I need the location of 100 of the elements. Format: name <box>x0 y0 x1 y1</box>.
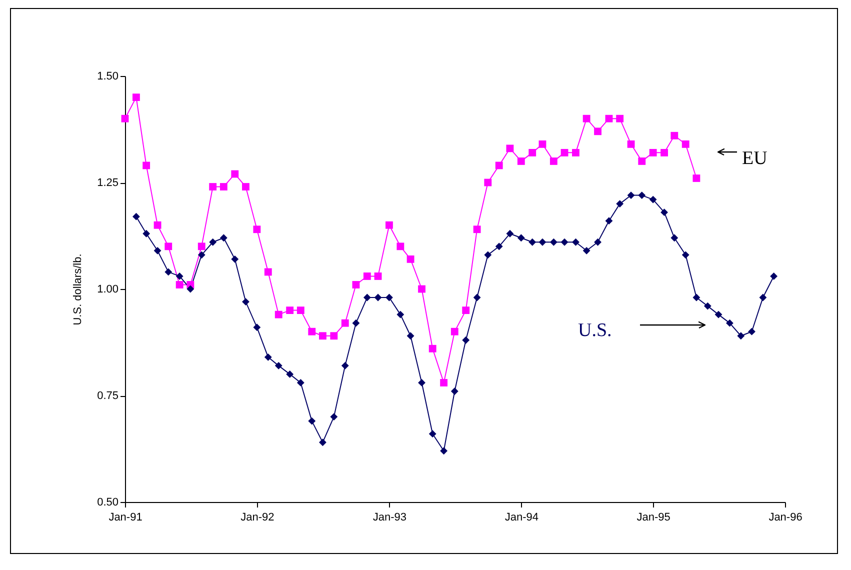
point <box>594 128 602 136</box>
point <box>770 272 778 280</box>
text: U.S. <box>578 320 612 341</box>
point <box>528 238 536 246</box>
point <box>352 281 360 288</box>
y-tick-label: 1.50 <box>97 70 118 82</box>
point <box>286 306 294 314</box>
point <box>142 162 150 170</box>
point <box>616 200 624 208</box>
point <box>198 242 206 250</box>
point <box>264 268 272 276</box>
point <box>286 370 294 378</box>
point <box>538 140 546 148</box>
point <box>396 242 404 250</box>
point <box>638 157 646 165</box>
point <box>670 132 678 140</box>
point <box>274 310 282 318</box>
point <box>484 251 492 259</box>
point <box>253 226 261 234</box>
point <box>627 140 635 148</box>
y-tick-label: 1.00 <box>97 284 118 296</box>
point <box>386 221 393 229</box>
text: EU <box>742 148 768 169</box>
point <box>264 353 272 361</box>
point <box>274 362 282 370</box>
point <box>473 294 481 302</box>
point <box>462 306 470 314</box>
y-tick-label: 0.50 <box>97 496 118 508</box>
point <box>121 114 129 122</box>
point <box>450 388 458 395</box>
point <box>560 148 568 156</box>
point <box>759 294 767 302</box>
point <box>582 246 590 254</box>
point <box>132 212 140 220</box>
point <box>374 294 382 302</box>
point <box>330 413 338 421</box>
point <box>638 192 646 199</box>
y-tick-label: 0.75 <box>97 390 118 402</box>
point <box>605 217 613 225</box>
point <box>176 281 184 288</box>
x-tick-label: Jan-93 <box>372 512 407 524</box>
point <box>209 238 217 246</box>
point <box>550 238 558 246</box>
point <box>660 208 668 216</box>
x-tick-label: Jan-95 <box>636 512 670 524</box>
point <box>538 238 546 246</box>
point <box>670 234 678 242</box>
point <box>363 272 371 280</box>
point <box>231 170 239 178</box>
point <box>440 379 448 386</box>
point <box>692 294 700 302</box>
point <box>164 242 172 250</box>
point <box>319 332 326 340</box>
point <box>330 332 338 340</box>
point <box>418 379 426 386</box>
x-tick-label: Jan-92 <box>240 512 274 524</box>
x-tick-label: Jan-94 <box>504 512 538 524</box>
point <box>132 94 140 102</box>
y-axis-title: U.S. dollars/lb. <box>72 254 84 326</box>
point <box>682 251 690 259</box>
point <box>726 319 734 327</box>
point <box>572 238 580 246</box>
x-tick-label: Jan-96 <box>768 512 802 524</box>
point <box>406 332 414 340</box>
point <box>560 238 568 246</box>
point <box>506 144 514 152</box>
point <box>649 196 657 204</box>
point <box>220 234 228 242</box>
point <box>704 302 712 310</box>
point <box>386 294 393 302</box>
point <box>473 226 481 234</box>
point <box>352 319 360 327</box>
point <box>231 255 239 263</box>
point <box>296 379 304 386</box>
point <box>209 183 217 190</box>
point <box>572 148 580 156</box>
point <box>627 192 635 199</box>
point <box>594 238 602 246</box>
point <box>220 183 228 190</box>
point <box>440 447 448 455</box>
point <box>714 310 722 318</box>
point <box>154 246 162 254</box>
point <box>428 344 436 352</box>
point <box>198 251 206 259</box>
point <box>692 174 700 182</box>
point <box>341 319 349 327</box>
point <box>495 242 503 250</box>
point <box>517 157 525 165</box>
point <box>582 114 590 122</box>
point <box>550 157 558 165</box>
point <box>517 234 525 242</box>
point <box>660 148 668 156</box>
point <box>396 310 404 318</box>
point <box>616 114 624 122</box>
point <box>649 148 657 156</box>
point <box>242 183 250 190</box>
point <box>682 140 690 148</box>
point <box>164 268 172 276</box>
point <box>296 306 304 314</box>
point <box>528 148 536 156</box>
